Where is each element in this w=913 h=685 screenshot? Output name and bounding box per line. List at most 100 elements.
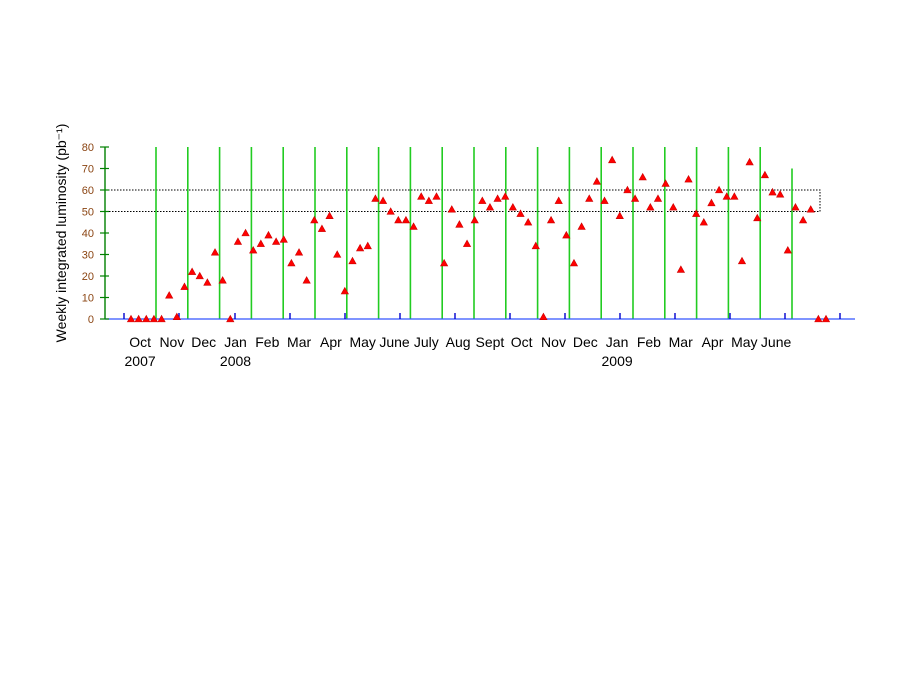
data-point [722, 192, 731, 200]
data-point [562, 230, 571, 239]
data-point [798, 215, 808, 224]
month-label: Mar [669, 334, 693, 350]
month-label: Aug [446, 334, 471, 350]
data-point [294, 248, 304, 256]
data-point [249, 245, 258, 254]
data-point [768, 187, 777, 196]
data-point [424, 196, 433, 204]
data-point [272, 237, 281, 245]
y-tick-label: 80 [82, 142, 94, 154]
data-point [203, 278, 212, 286]
labels-layer: Oct Nov Dec Jan Feb Mar Apr May June July Aug Sept O… [125, 334, 792, 369]
data-point [821, 314, 831, 323]
data-point [615, 211, 624, 219]
month-label: July [414, 334, 439, 350]
data-point [241, 228, 250, 237]
data-point [401, 215, 411, 224]
data-point [195, 271, 204, 280]
data-point [791, 202, 800, 211]
month-boundary-layer [155, 147, 793, 319]
data-point [539, 312, 548, 321]
data-point [256, 239, 265, 247]
target-band-layer [104, 189, 821, 212]
y-tick-label: 40 [82, 228, 94, 240]
data-point [745, 157, 754, 166]
data-point [585, 194, 594, 202]
data-point [157, 314, 166, 323]
data-point [218, 276, 227, 284]
month-label: Nov [541, 334, 566, 350]
month-label: Oct [511, 334, 533, 350]
data-point [730, 192, 739, 200]
data-point [485, 202, 495, 211]
data-point [348, 256, 357, 265]
y-tick-label: 20 [82, 271, 94, 283]
data-point [462, 239, 472, 247]
month-label: Apr [320, 334, 342, 350]
data-point [386, 207, 395, 215]
data-point [806, 205, 815, 213]
data-point [172, 312, 181, 321]
data-point [608, 155, 617, 164]
data-point [302, 276, 311, 284]
data-point [760, 170, 770, 179]
data-point [187, 267, 197, 275]
data-point [684, 175, 693, 183]
data-point [317, 224, 327, 232]
data-point [447, 205, 456, 213]
month-label: June [379, 334, 410, 350]
data-point [264, 230, 273, 239]
data-point [417, 192, 426, 200]
year-label: 2008 [220, 353, 251, 369]
y-tick-label: 50 [82, 207, 94, 219]
y-tick-label: 10 [82, 293, 94, 305]
month-label: Dec [191, 334, 216, 350]
month-label: June [761, 334, 792, 350]
data-point [287, 258, 296, 267]
y-tick-label: 30 [82, 250, 94, 262]
data-point [707, 198, 716, 207]
data-point [554, 196, 563, 204]
data-point [149, 314, 159, 323]
data-point [378, 196, 388, 204]
data-point [455, 220, 464, 228]
data-point [737, 256, 747, 265]
data-point [440, 258, 449, 267]
data-point [577, 222, 586, 230]
month-label: May [349, 334, 375, 350]
data-point [340, 286, 349, 295]
month-label: Dec [573, 334, 598, 350]
data-point [783, 245, 792, 254]
data-point [409, 222, 418, 230]
axes-layer: 0 10 20 30 40 50 60 70 80 [82, 142, 855, 326]
data-point [325, 211, 334, 219]
month-label: Sept [475, 334, 504, 350]
data-point [699, 218, 708, 226]
data-point [592, 177, 601, 185]
data-point [501, 192, 510, 200]
data-point [493, 194, 502, 202]
month-label: Feb [255, 334, 279, 350]
data-point [569, 258, 579, 267]
data-point [653, 194, 663, 202]
data-point [134, 314, 143, 323]
y-tick-label: 60 [82, 185, 94, 197]
month-label: May [731, 334, 757, 350]
month-label: Jan [606, 334, 629, 350]
data-point [233, 237, 243, 245]
data-point [356, 243, 365, 252]
data-point [714, 185, 724, 194]
year-label: 2009 [602, 353, 633, 369]
data-point [470, 215, 479, 224]
data-point [226, 314, 235, 323]
data-point [753, 213, 762, 222]
data-point [432, 192, 441, 200]
data-point [638, 172, 647, 181]
month-label: Feb [637, 334, 661, 350]
data-point [165, 291, 174, 299]
data-point [478, 196, 487, 204]
data-point [310, 215, 319, 224]
year-label: 2007 [125, 353, 156, 369]
data-point [630, 194, 640, 202]
data-point [279, 235, 288, 243]
